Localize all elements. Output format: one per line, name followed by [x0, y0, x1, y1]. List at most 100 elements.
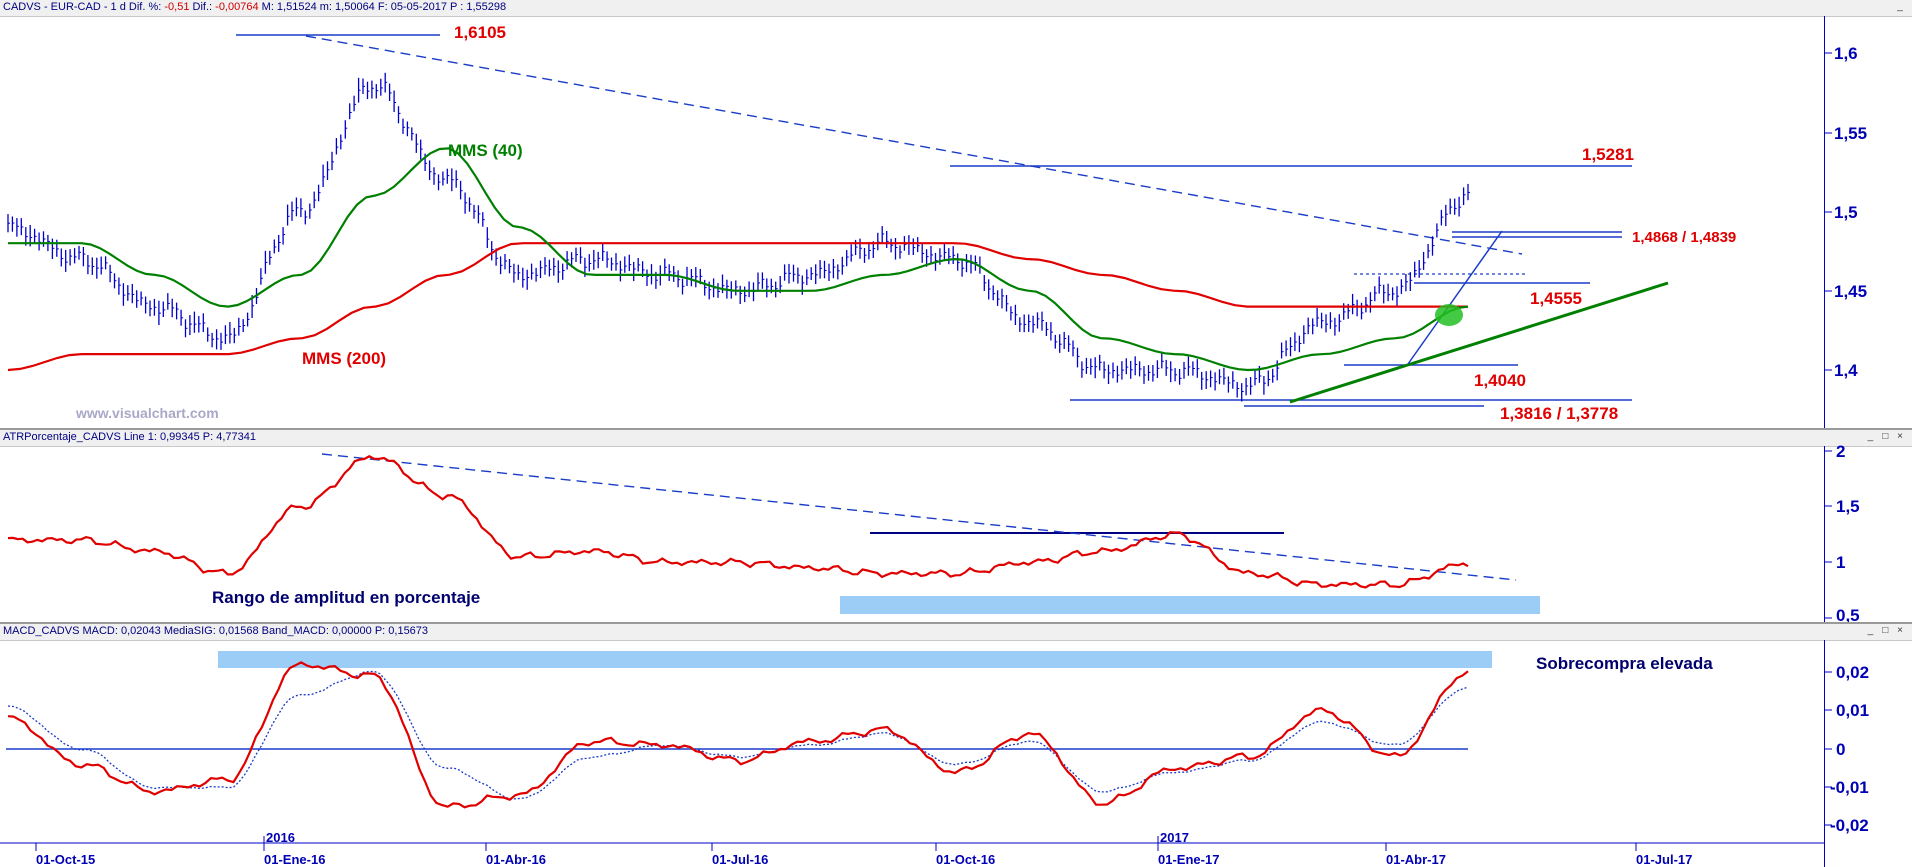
price-pane-title: CADVS - EUR-CAD - 1 d Dif. %: -0,51 Dif.… — [3, 1, 506, 13]
price-bars — [7, 72, 1470, 402]
support-trendline — [1289, 281, 1669, 404]
atr-pane[interactable]: ATRPorcentaje_CADVS Line 1: 0,99345 P: 4… — [0, 430, 1912, 622]
pane-separator-1[interactable] — [0, 428, 1912, 430]
atr-line — [7, 455, 1469, 589]
annot-14868: 1,4868 / 1,4839 — [1632, 229, 1736, 246]
date-label-1: 01-Ene-16 — [264, 852, 325, 867]
atr-caption: Rango de amplitud en porcentaje — [212, 588, 480, 607]
macd-pane-title: MACD_CADVS MACD: 0,02043 MediaSIG: 0,015… — [3, 625, 428, 637]
price-y-axis-line — [1824, 16, 1825, 428]
dif-pct-value: -0,51 — [164, 1, 190, 13]
close-icon[interactable]: × — [1897, 431, 1903, 442]
band-value: 0,00000 — [332, 625, 372, 637]
price-value: P : 1,55298 — [450, 1, 507, 13]
price-chart: 1,6105 1,5281 1,4868 / 1,4839 1,4555 1,4… — [7, 23, 1867, 423]
macd-signal-line — [7, 670, 1469, 800]
atr-tick-15: 1,5 — [1836, 497, 1860, 516]
annot-mms40: MMS (40) — [448, 141, 523, 160]
year-label-2017: 2017 — [1160, 830, 1189, 845]
price-window-buttons: _ — [1894, 1, 1906, 12]
atr-chart: Rango de amplitud en porcentaje 2 1,5 1 … — [7, 442, 1860, 622]
atr-y-axis-line — [1824, 446, 1825, 622]
macd-tick-0: 0 — [1836, 740, 1845, 759]
atr-pane-title: ATRPorcentaje_CADVS Line 1: 0,99345 P: 4… — [3, 431, 256, 443]
macd-pane[interactable]: MACD_CADVS MACD: 0,02043 MediaSIG: 0,015… — [0, 624, 1912, 867]
min-value: m: 1,50064 — [319, 1, 375, 13]
sig-label: MediaSIG: — [163, 625, 216, 637]
macd-overbought-band — [218, 651, 1492, 668]
band-label: Band_MACD: — [261, 625, 329, 637]
atr-low-band — [840, 596, 1540, 614]
price-tick-16: 1,6 — [1834, 44, 1858, 63]
date-label-7: 01-Jul-17 — [1636, 852, 1692, 867]
mms200-line — [7, 242, 1468, 372]
macd-tick-002: 0,02 — [1836, 663, 1869, 682]
atr-downtrend-line — [321, 453, 1517, 581]
macd-p-value: P: 0,15673 — [374, 625, 429, 637]
annot-16105: 1,6105 — [454, 23, 506, 42]
annot-14040: 1,4040 — [1474, 371, 1526, 390]
macd-tick-001: 0,01 — [1836, 701, 1869, 720]
sig-value: 0,01568 — [218, 625, 259, 637]
date-label-6: 01-Abr-17 — [1386, 852, 1446, 867]
date-label-0: 01-Oct-15 — [36, 852, 95, 867]
atr-tick-1: 1 — [1836, 553, 1845, 572]
close-icon[interactable]: × — [1897, 625, 1903, 636]
atr-p-value: P: 4,77341 — [202, 431, 256, 443]
atr-tick-2: 2 — [1836, 442, 1845, 461]
max-value: M: 1,51524 — [261, 1, 317, 13]
date-label-5: 01-Ene-17 — [1158, 852, 1219, 867]
downtrend-line — [305, 35, 1523, 255]
uptrend-line — [1407, 230, 1503, 365]
restore-icon[interactable]: □ — [1882, 431, 1889, 442]
annot-mms200: MMS (200) — [302, 349, 386, 368]
date-value: F: 05-05-2017 — [377, 1, 447, 13]
minimize-icon[interactable]: _ — [1867, 431, 1874, 442]
dif-label: Dif.: — [192, 1, 213, 13]
date-label-4: 01-Oct-16 — [936, 852, 995, 867]
macd-value: 0,02043 — [120, 625, 161, 637]
restore-icon[interactable]: □ — [1882, 625, 1889, 636]
macd-label: MACD: — [82, 625, 118, 637]
atr-y-ticks: 2 1,5 1 0,5 — [1824, 442, 1860, 622]
atr-tick-05: 0,5 — [1836, 606, 1860, 622]
annot-14555: 1,4555 — [1530, 289, 1582, 308]
macd-pane-header: MACD_CADVS MACD: 0,02043 MediaSIG: 0,015… — [0, 624, 1912, 641]
macd-tick-m001: -0,01 — [1830, 778, 1869, 797]
price-tick-15: 1,5 — [1834, 203, 1858, 222]
atr-pane-header: ATRPorcentaje_CADVS Line 1: 0,99345 P: 4… — [0, 430, 1912, 447]
minimize-icon[interactable]: _ — [1897, 1, 1903, 12]
crossover-highlight — [1435, 304, 1463, 326]
atr-line-label: Line 1: — [123, 431, 157, 443]
dif-value: -0,00764 — [215, 1, 259, 13]
macd-y-ticks: 0,02 0,01 0 -0,01 -0,02 — [1824, 663, 1869, 835]
macd-chart: Sobrecompra elevada 0,02 0,01 0 -0,01 -0… — [0, 651, 1869, 867]
year-label-2016: 2016 — [266, 830, 295, 845]
annot-13816: 1,3816 / 1,3778 — [1500, 404, 1618, 423]
date-label-3: 01-Jul-16 — [712, 852, 768, 867]
date-label-2: 01-Abr-16 — [486, 852, 546, 867]
atr-title: ATRPorcentaje_CADVS — [3, 431, 121, 443]
price-pane-header: CADVS - EUR-CAD - 1 d Dif. %: -0,51 Dif.… — [0, 0, 1912, 17]
symbol-label: CADVS - EUR-CAD - 1 d — [3, 1, 126, 13]
price-pane[interactable]: CADVS - EUR-CAD - 1 d Dif. %: -0,51 Dif.… — [0, 0, 1912, 428]
atr-window-buttons: _ □ × — [1864, 431, 1906, 442]
price-tick-14: 1,4 — [1834, 361, 1858, 380]
price-y-ticks: 1,6 1,55 1,5 1,45 1,4 — [1824, 44, 1867, 380]
macd-window-buttons: _ □ × — [1864, 625, 1906, 636]
pane-separator-2[interactable] — [0, 622, 1912, 624]
annot-15281: 1,5281 — [1582, 145, 1634, 164]
price-tick-155: 1,55 — [1834, 124, 1867, 143]
mms40-line — [8, 147, 1469, 372]
atr-line-value: 0,99345 — [159, 431, 200, 443]
watermark: www.visualchart.com — [75, 405, 219, 421]
macd-y-axis-line — [1824, 640, 1825, 867]
dif-pct-label: Dif. %: — [128, 1, 162, 13]
minimize-icon[interactable]: _ — [1867, 625, 1874, 636]
x-axis-ticks — [35, 836, 1637, 851]
macd-tick-m002: -0,02 — [1830, 816, 1869, 835]
price-tick-145: 1,45 — [1834, 282, 1867, 301]
macd-title: MACD_CADVS — [3, 625, 80, 637]
macd-line — [7, 661, 1469, 809]
macd-caption: Sobrecompra elevada — [1536, 654, 1713, 673]
